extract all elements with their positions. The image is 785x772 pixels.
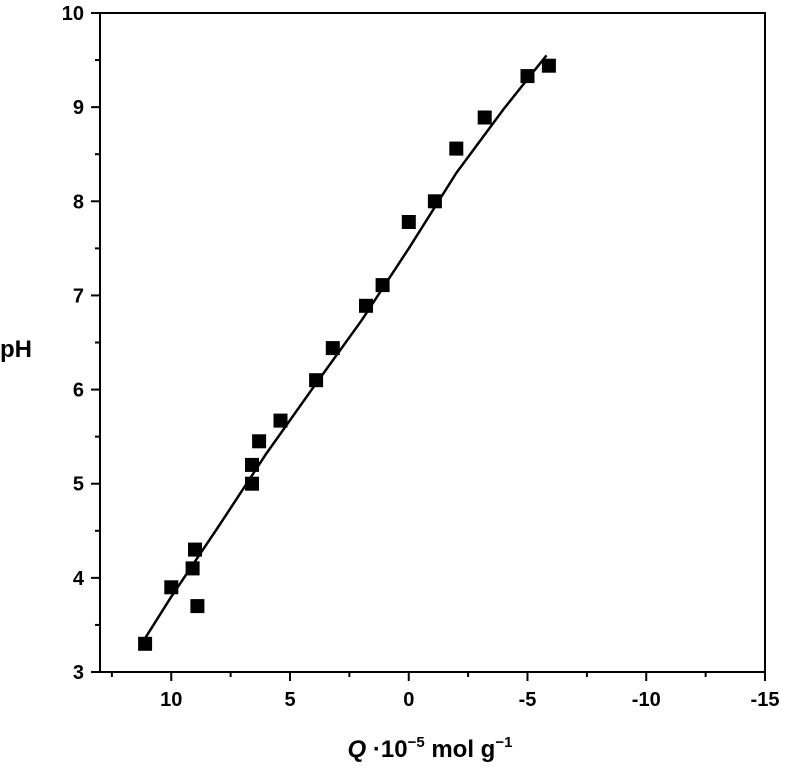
x-tick-label: -10 (632, 689, 661, 711)
data-point (164, 580, 179, 595)
data-point (185, 561, 200, 576)
data-point (309, 373, 324, 388)
data-point (449, 141, 464, 156)
y-tick-label: 7 (73, 285, 84, 307)
y-tick-label: 9 (73, 97, 84, 119)
data-point (359, 298, 373, 313)
plot-frame (99, 12, 766, 673)
y-tick-label: 8 (73, 191, 84, 213)
x-tick-label: -15 (751, 689, 780, 711)
y-axis-ticks: 3 4 5 6 7 8 9 10 (62, 3, 100, 684)
x-axis-ticks: 10 5 0 -5 -10 -15 (110, 672, 780, 711)
data-point (520, 69, 535, 84)
x-axis-var: Q (348, 736, 367, 763)
data-point (427, 194, 442, 209)
data-point (138, 636, 153, 651)
x-tick-label: 10 (160, 689, 182, 711)
x-axis-exp: −5 (408, 734, 425, 751)
y-tick-label: 6 (73, 380, 84, 402)
data-point (477, 110, 492, 125)
x-tick-label: -5 (519, 689, 537, 711)
fit-line (141, 54, 548, 643)
x-tick-label: 5 (284, 689, 295, 711)
x-axis-title: Q ·10−5 mol g−1 (348, 734, 513, 763)
x-axis-unit: mol g (425, 736, 496, 763)
data-point (273, 413, 288, 428)
y-axis-title: pH (0, 336, 32, 363)
y-tick-label: 10 (62, 3, 84, 25)
fit-line-group (141, 54, 548, 643)
data-points (138, 58, 556, 651)
y-tick-label: 5 (73, 474, 84, 496)
data-point (375, 278, 390, 293)
data-point (245, 457, 259, 472)
data-point (245, 476, 259, 491)
data-point (188, 542, 202, 557)
x-axis-mid: ·10 (366, 736, 407, 763)
y-tick-label: 4 (73, 568, 85, 590)
x-axis-unit-exp: −1 (495, 734, 512, 751)
y-tick-label: 3 (73, 662, 84, 684)
data-point (541, 58, 556, 73)
data-point (252, 434, 267, 449)
data-point (401, 215, 416, 229)
data-point (325, 341, 340, 356)
data-point (190, 599, 205, 614)
x-tick-label: 0 (403, 689, 414, 711)
